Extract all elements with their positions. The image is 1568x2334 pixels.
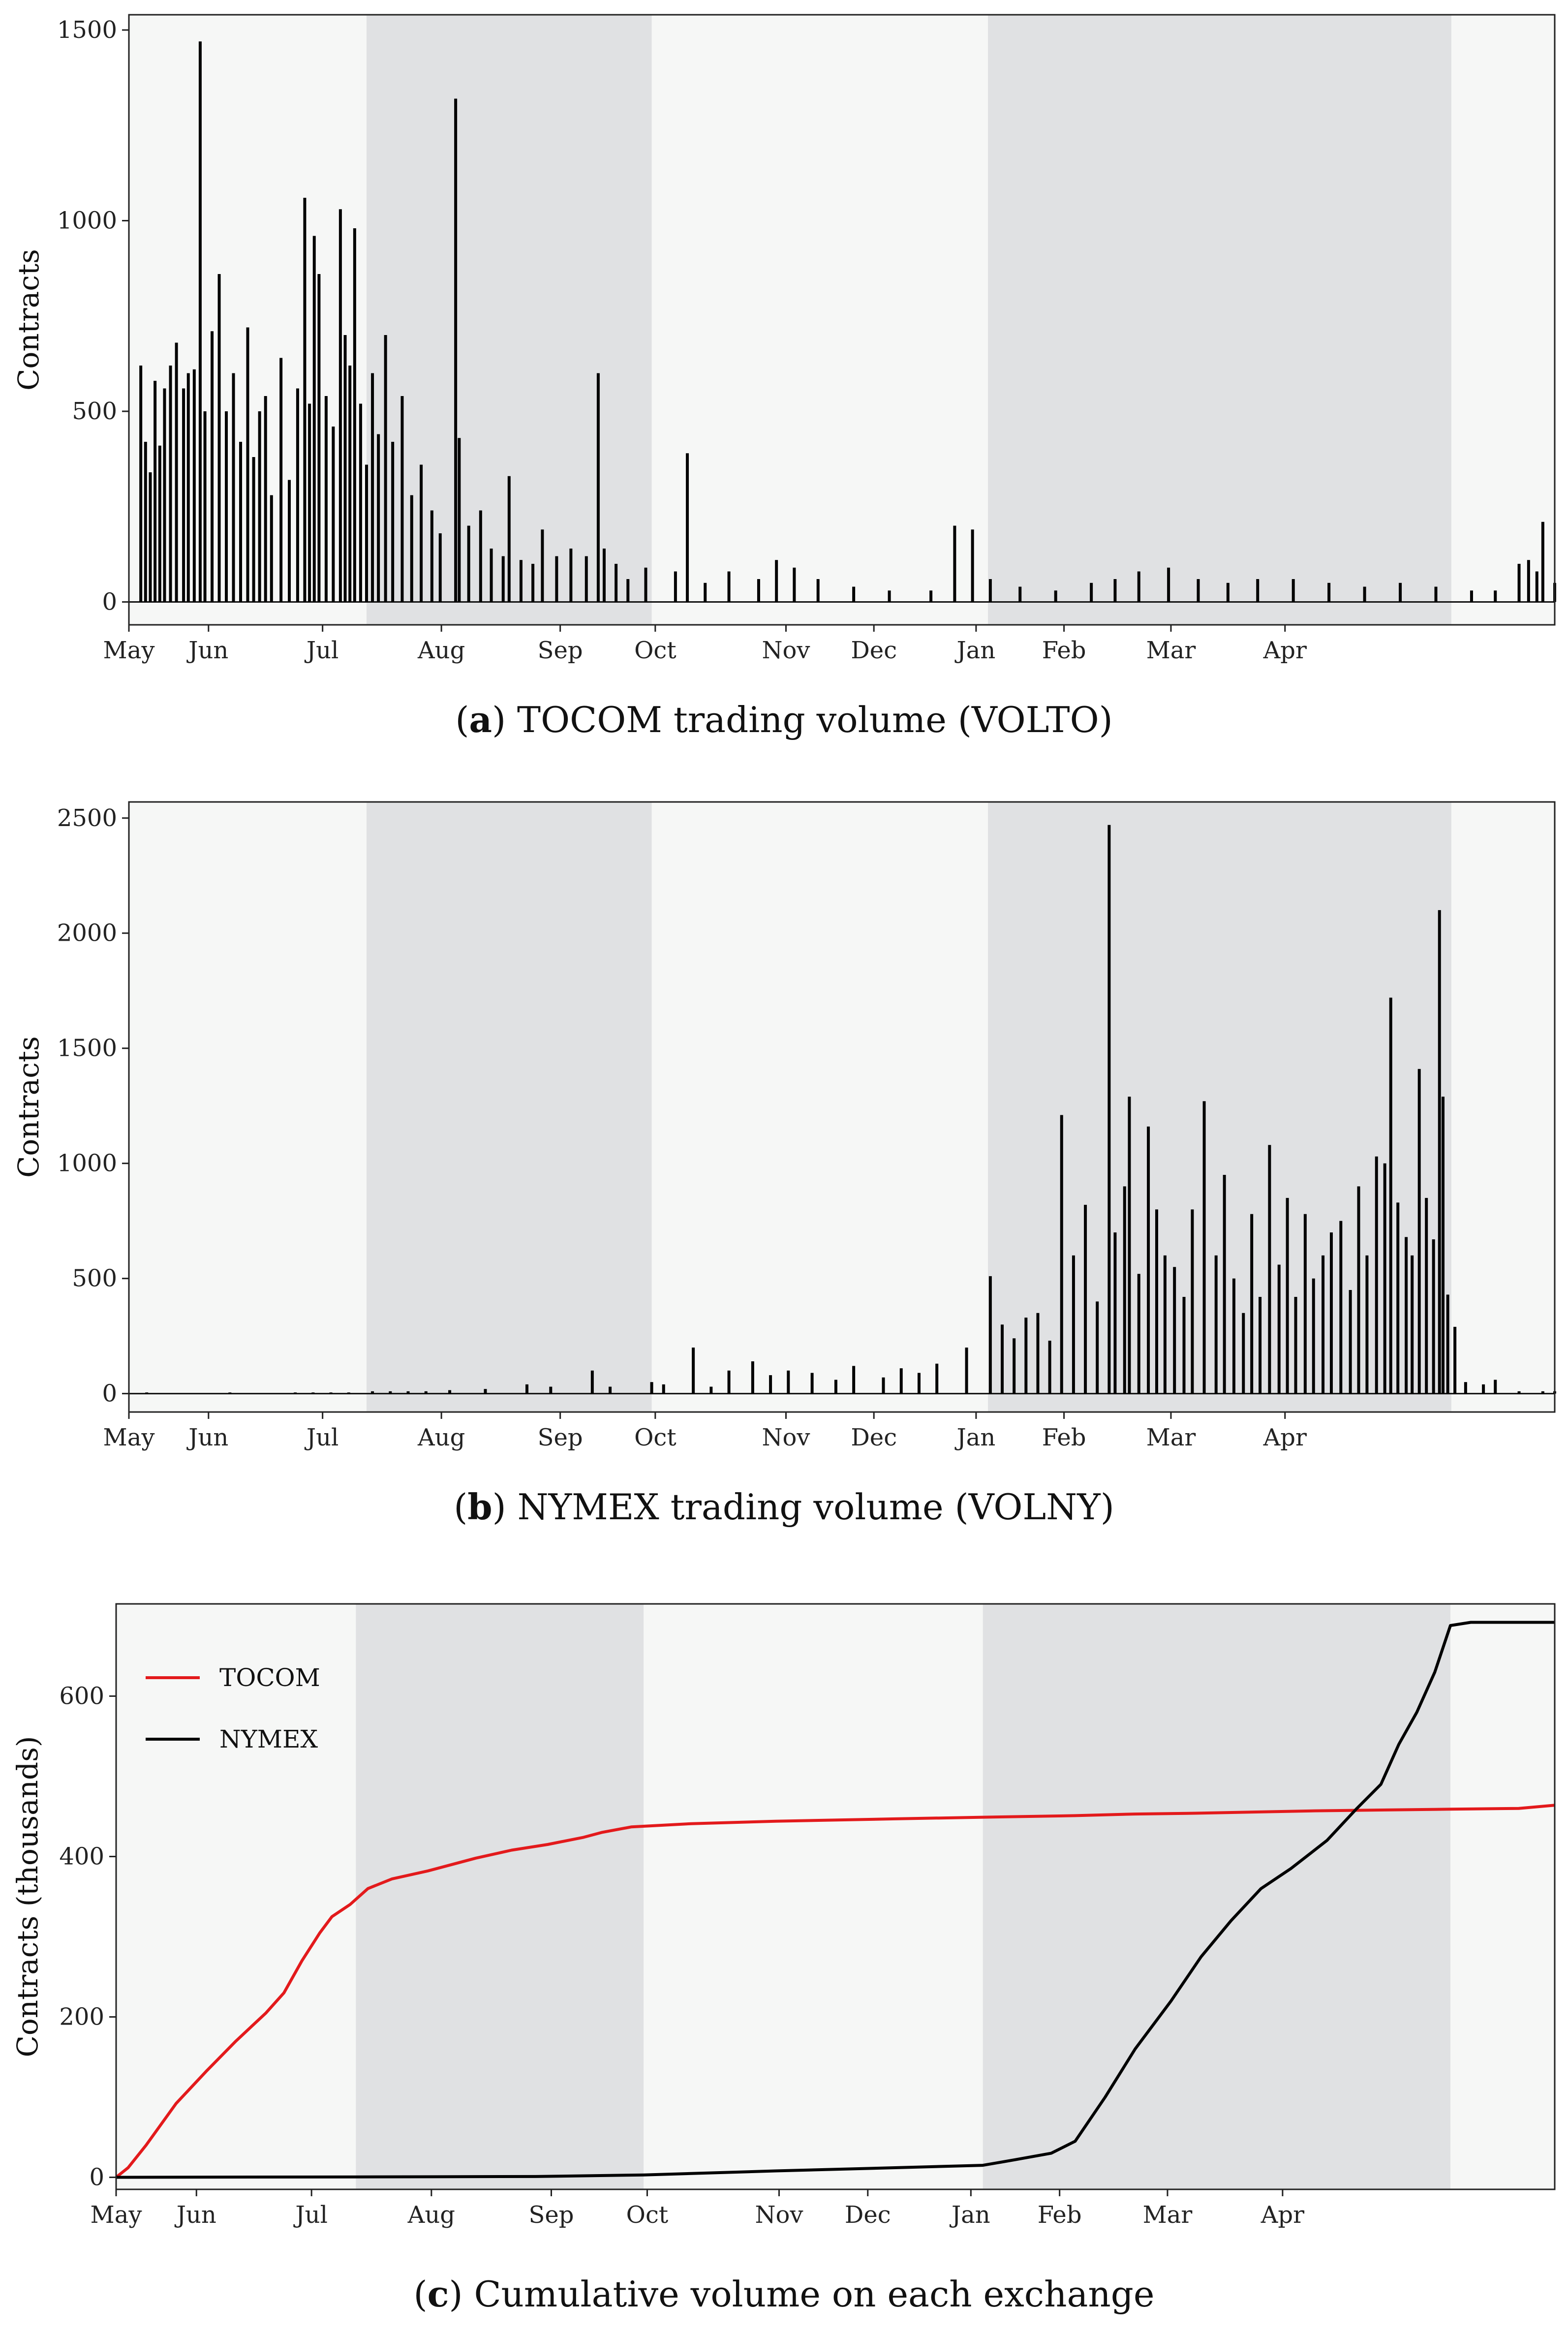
y-tick-label: 1500 — [57, 16, 117, 44]
x-tick-label: Apr — [1263, 637, 1307, 664]
legend-label-nymex: NYMEX — [219, 1725, 318, 1753]
y-axis-label: Contracts — [12, 249, 45, 391]
x-tick-label: Nov — [762, 1424, 810, 1451]
x-tick-label: Sep — [538, 1424, 583, 1451]
x-tick-label: Jan — [949, 2201, 990, 2229]
x-tick-label: Apr — [1263, 1424, 1307, 1451]
y-tick-label: 1500 — [57, 1035, 117, 1062]
y-tick-label: 600 — [59, 1682, 104, 1710]
shaded-period — [988, 802, 1451, 1412]
x-tick-label: Sep — [529, 2201, 574, 2229]
x-tick-label: May — [103, 1424, 155, 1451]
x-tick-label: Apr — [1261, 2201, 1304, 2229]
y-axis-label: Contracts — [12, 1036, 45, 1178]
plot-frame — [128, 14, 1556, 626]
y-tick-label: 500 — [72, 398, 117, 425]
y-axis-label: Contracts (thousands) — [11, 1736, 44, 2057]
y-tick-label: 200 — [59, 2003, 104, 2031]
x-tick-label: Feb — [1038, 2201, 1082, 2229]
y-tick-label: 2000 — [57, 920, 117, 947]
panel-cumulative-volume: 0 200 400 600 May Jun Jul Aug Sep Oct Nov Dec Jan Feb… — [0, 1574, 1568, 2334]
caption-a: (a) TOCOM trading volume (VOLTO) — [455, 699, 1113, 740]
y-tick-label: 400 — [59, 1843, 104, 1870]
x-tick-label: Jul — [293, 2201, 328, 2229]
y-tick-label: 0 — [102, 588, 117, 616]
x-tick-label: Dec — [845, 2201, 891, 2229]
y-tick-label: 1000 — [57, 207, 117, 235]
x-tick-label: May — [91, 2201, 142, 2229]
shaded-period — [983, 1604, 1451, 2189]
plot-frame — [128, 801, 1556, 1413]
cumulative-volume-chart: 0 200 400 600 May Jun Jul Aug Sep Oct Nov Dec Jan Feb… — [11, 1603, 1556, 2229]
x-tick-label: Nov — [755, 2201, 803, 2229]
x-tick-label: Aug — [417, 1424, 465, 1451]
x-tick-label: Dec — [851, 1424, 897, 1451]
x-tick-label: Feb — [1042, 637, 1086, 664]
x-tick-label: Dec — [851, 637, 897, 664]
x-tick-label: Aug — [417, 637, 465, 664]
y-tick-label: 0 — [89, 2164, 104, 2191]
x-tick-label: Jan — [954, 1424, 996, 1451]
x-tick-label: Feb — [1042, 1424, 1086, 1451]
x-tick-label: Oct — [626, 2201, 669, 2229]
x-tick-label: Mar — [1143, 2201, 1193, 2229]
x-tick-label: Jul — [304, 637, 339, 664]
x-tick-label: May — [103, 637, 155, 664]
tocom-volume-chart: 0 500 1000 1500 May Jun Jul Aug Sep Oct Nov Dec Jan F… — [12, 14, 1556, 664]
x-tick-label: Aug — [407, 2201, 455, 2229]
caption-b: (b) NYMEX trading volume (VOLNY) — [454, 1486, 1114, 1528]
x-tick-label: Jan — [954, 637, 996, 664]
x-tick-label: Jul — [304, 1424, 339, 1451]
x-tick-label: Oct — [634, 637, 676, 664]
y-tick-label: 2500 — [57, 804, 117, 832]
y-tick-label: 0 — [102, 1380, 117, 1408]
x-tick-label: Jun — [174, 2201, 216, 2229]
x-tick-label: Nov — [762, 637, 810, 664]
series-line-nymex — [116, 1621, 1555, 2179]
shaded-period — [367, 802, 652, 1412]
x-tick-label: Mar — [1146, 1424, 1196, 1451]
panel-nymex-volume: 0 500 1000 1500 2000 2500 May Jun Jul Aug Sep Oct No… — [0, 787, 1568, 1545]
x-tick-label: Sep — [538, 637, 583, 664]
legend-label-tocom: TOCOM — [219, 1663, 320, 1692]
x-tick-label: Jun — [186, 637, 228, 664]
x-tick-label: Jun — [186, 1424, 228, 1451]
plot-frame — [115, 1603, 1556, 2190]
caption-c: (c) Cumulative volume on each exchange — [413, 2273, 1155, 2315]
x-tick-label: Oct — [634, 1424, 676, 1451]
shaded-period — [988, 15, 1451, 625]
nymex-volume-chart: 0 500 1000 1500 2000 2500 May Jun Jul Aug Sep Oct No… — [12, 801, 1556, 1451]
y-tick-label: 500 — [72, 1265, 117, 1292]
y-tick-label: 1000 — [57, 1150, 117, 1177]
shaded-period — [356, 1604, 644, 2189]
x-tick-label: Mar — [1146, 637, 1196, 664]
panel-tocom-volume: 0 500 1000 1500 May Jun Jul Aug Sep Oct Nov Dec Jan F… — [0, 0, 1568, 753]
series-line-tocom — [115, 1804, 1555, 2179]
